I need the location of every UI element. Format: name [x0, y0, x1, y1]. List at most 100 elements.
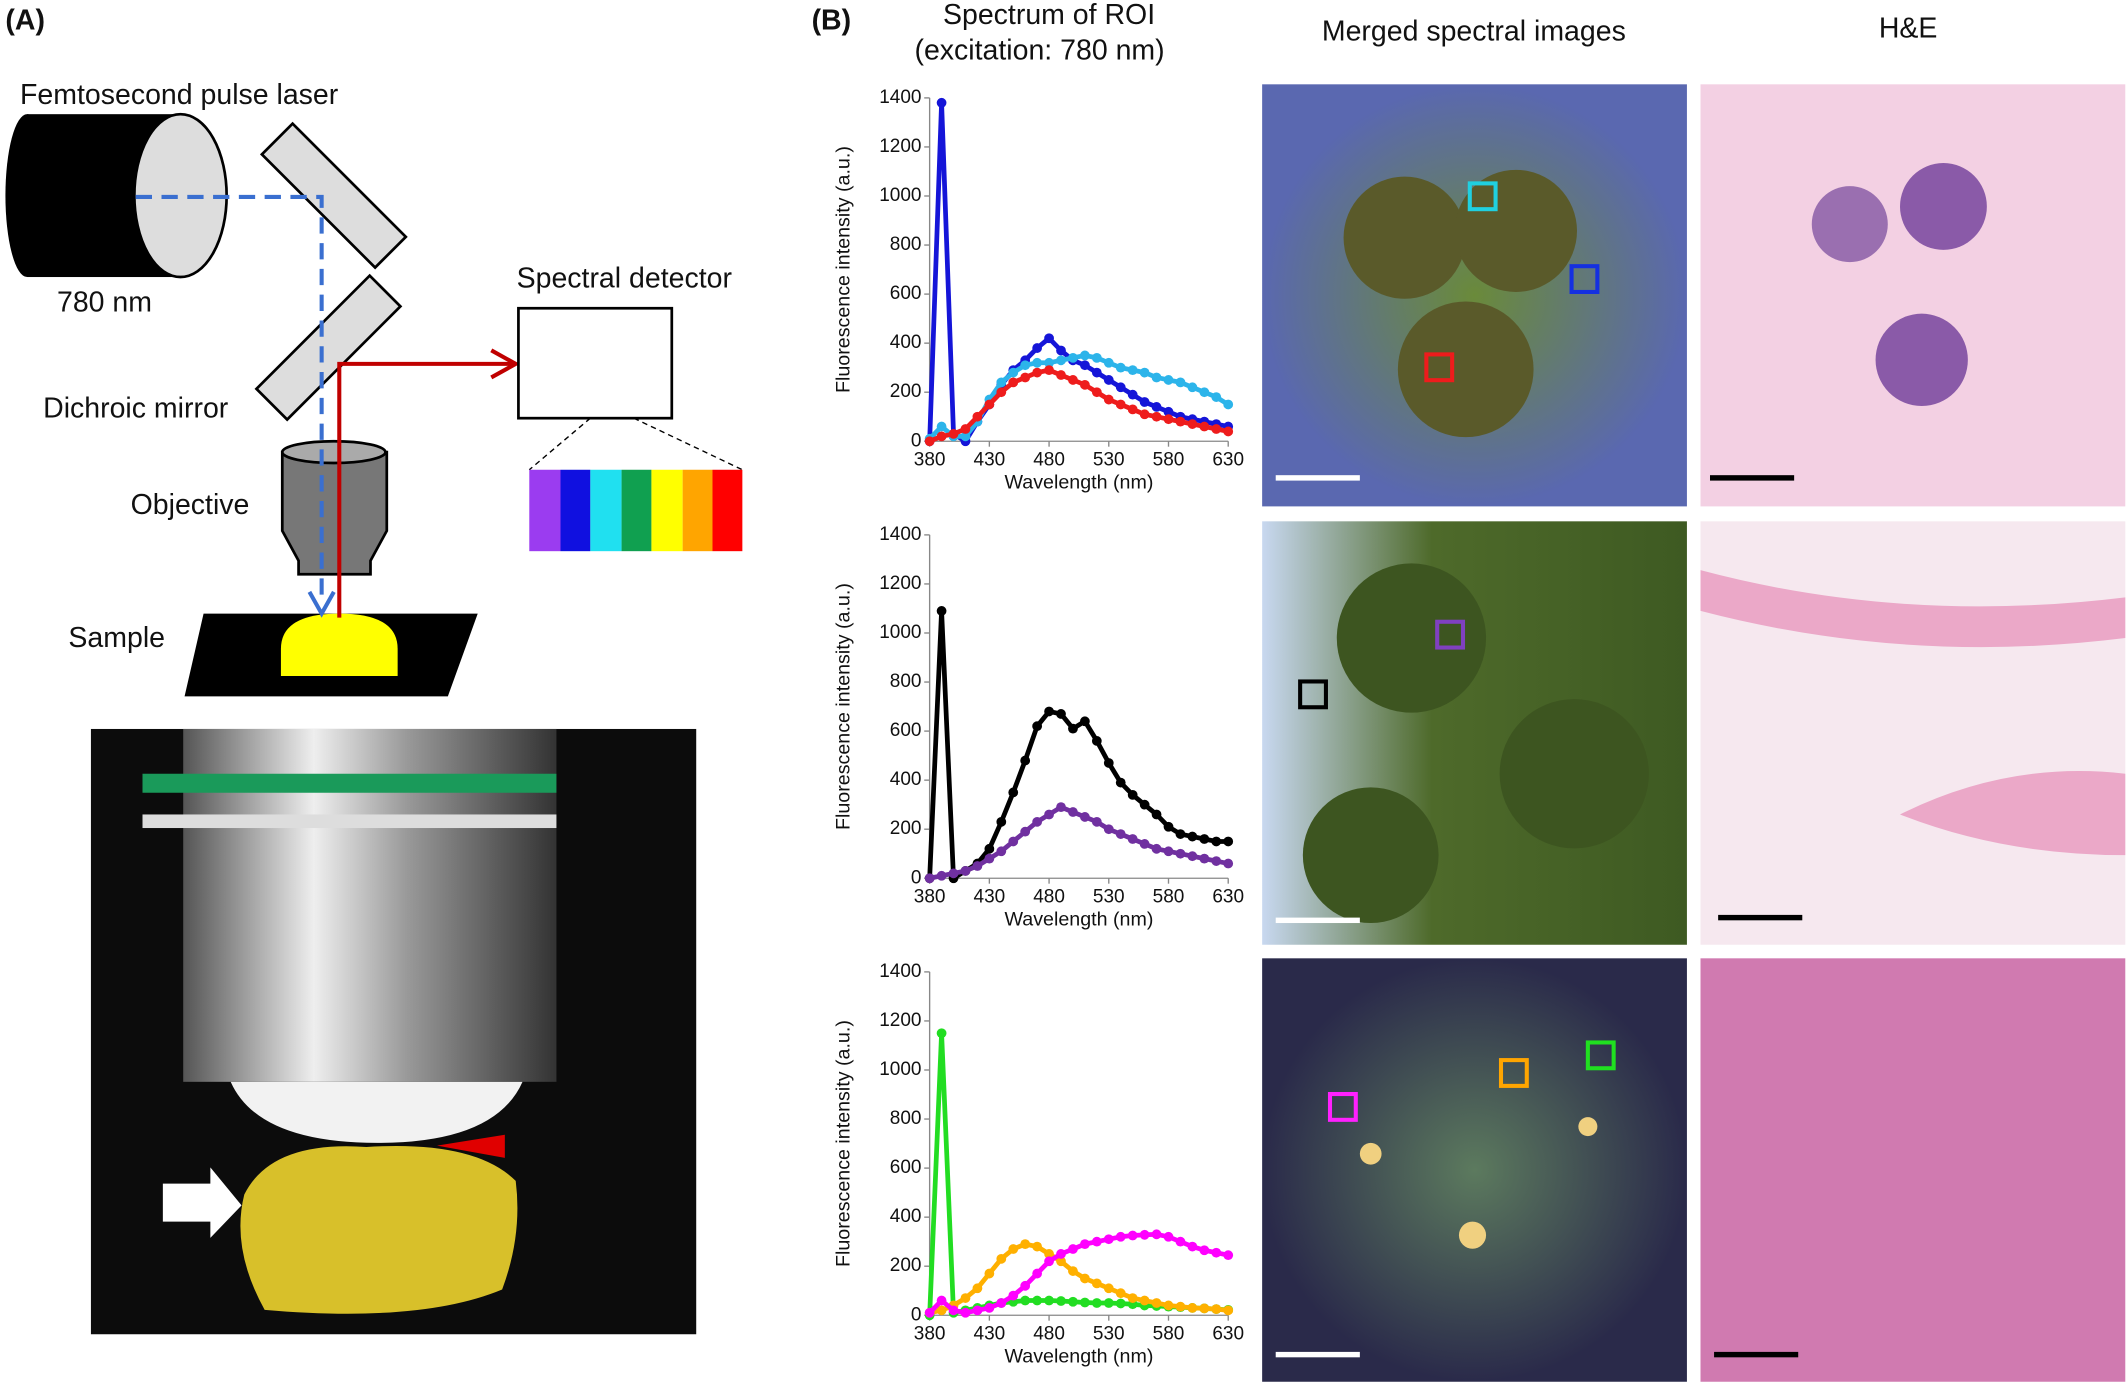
data-point: [1080, 379, 1090, 390]
data-point: [1020, 755, 1031, 766]
x-axis-label: Wavelength (nm): [1004, 1346, 1153, 1368]
data-point: [1068, 723, 1078, 734]
data-point: [1151, 402, 1162, 412]
data-point: [1223, 399, 1234, 410]
data-point: [1127, 365, 1138, 376]
y-tick-label: 0: [911, 867, 922, 888]
panel-label: (A): [5, 4, 45, 36]
data-point: [1020, 360, 1031, 371]
data-point: [1032, 1268, 1043, 1279]
data-point: [1068, 1244, 1078, 1254]
data-point: [936, 870, 947, 881]
data-point: [1044, 809, 1054, 820]
panel-label: (B): [812, 4, 852, 36]
data-point: [1080, 716, 1090, 727]
data-point: [1199, 421, 1210, 432]
data-point: [1199, 1303, 1210, 1314]
data-point: [1199, 834, 1210, 844]
x-axis-label: Wavelength (nm): [1004, 909, 1153, 931]
sample-label: Sample: [68, 622, 165, 654]
x-tick-label: 380: [914, 449, 946, 470]
data-point: [1175, 416, 1186, 427]
data-point: [1080, 360, 1090, 371]
data-point: [1163, 414, 1174, 425]
data-point: [1056, 1296, 1066, 1306]
y-tick-label: 0: [911, 1304, 922, 1325]
y-tick-label: 0: [911, 430, 922, 451]
series-line: [927, 100, 1229, 444]
data-point: [1091, 367, 1102, 378]
laser-end: [5, 114, 49, 278]
x-tick-label: 530: [1093, 886, 1125, 907]
data-point: [948, 1305, 959, 1316]
data-point: [972, 1283, 983, 1294]
data-point: [1056, 370, 1066, 380]
data-point: [1068, 352, 1078, 363]
y-tick-label: 200: [890, 818, 922, 839]
data-point: [984, 853, 995, 864]
data-point: [1139, 367, 1150, 378]
data-point: [1199, 1245, 1210, 1256]
x-tick-label: 630: [1212, 886, 1244, 907]
data-point: [1211, 836, 1222, 847]
y-tick-label: 1400: [879, 524, 921, 545]
series-line: [927, 608, 1229, 881]
data-point: [1151, 372, 1162, 383]
objective-label: Objective: [131, 489, 250, 521]
data-point: [1020, 1280, 1031, 1291]
y-tick-label: 800: [890, 1108, 922, 1129]
data-point: [1139, 799, 1150, 810]
data-point: [984, 843, 995, 854]
data-point: [1139, 1295, 1150, 1306]
data-point: [1032, 367, 1043, 378]
data-point: [1151, 809, 1162, 820]
data-point: [1139, 1229, 1150, 1240]
data-point: [1008, 836, 1019, 847]
x-axis-label: Wavelength (nm): [1004, 472, 1153, 494]
data-point: [1115, 1288, 1126, 1299]
chart-subtitle: (excitation: 780 nm): [914, 34, 1164, 66]
photo: [90, 728, 697, 1335]
data-point: [1091, 736, 1102, 746]
data-point: [1151, 1229, 1162, 1240]
data-point: [1115, 829, 1126, 839]
data-point: [960, 424, 971, 434]
data-point: [1115, 362, 1126, 373]
data-point: [936, 1295, 947, 1306]
data-point: [960, 1307, 971, 1318]
data-point: [1163, 821, 1174, 832]
data-point: [1163, 375, 1174, 385]
x-tick-label: 480: [1033, 886, 1065, 907]
data-point: [1175, 848, 1186, 859]
data-point: [1163, 1231, 1174, 1242]
data-point: [1044, 1249, 1054, 1259]
data-point: [1187, 851, 1198, 862]
data-point: [972, 411, 983, 422]
data-point: [1175, 829, 1186, 839]
y-tick-label: 400: [890, 769, 922, 790]
data-point: [1056, 709, 1066, 719]
data-point: [1223, 1305, 1234, 1316]
x-tick-label: 580: [1153, 1323, 1185, 1344]
data-point: [1032, 1241, 1043, 1252]
data-point: [924, 873, 935, 884]
data-point: [1020, 1239, 1031, 1250]
data-point: [972, 1305, 983, 1316]
data-point: [936, 421, 947, 432]
y-axis-label: Fluorescence intensity (a.u.): [832, 583, 854, 830]
data-point: [1103, 394, 1114, 405]
data-point: [1044, 706, 1054, 717]
data-point: [984, 1303, 995, 1313]
data-point: [984, 399, 995, 410]
data-point: [1127, 789, 1138, 800]
data-point: [1103, 1283, 1114, 1294]
data-point: [960, 866, 971, 876]
data-point: [1091, 1298, 1102, 1308]
y-axis-label: Fluorescence intensity (a.u.): [832, 146, 854, 393]
data-point: [1020, 372, 1031, 383]
y-axis-label: Fluorescence intensity (a.u.): [832, 1020, 854, 1267]
x-tick-label: 430: [974, 449, 1006, 470]
data-point: [996, 846, 1007, 857]
